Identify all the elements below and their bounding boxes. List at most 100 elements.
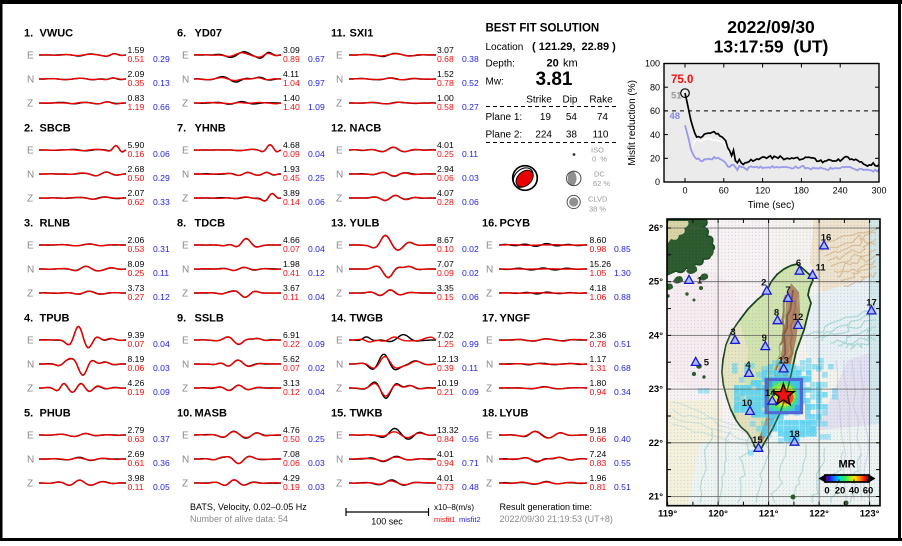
svg-text:60: 60 <box>719 186 729 196</box>
svg-text:240: 240 <box>833 186 848 196</box>
svg-text:8.09: 8.09 <box>128 259 145 269</box>
svg-text:E: E <box>27 51 34 62</box>
svg-text:0.04: 0.04 <box>308 149 325 159</box>
svg-text:0.06: 0.06 <box>283 458 300 468</box>
svg-text:0.07: 0.07 <box>283 244 300 254</box>
svg-text:N: N <box>27 265 34 276</box>
svg-text:40: 40 <box>849 486 860 497</box>
svg-text:0.25: 0.25 <box>308 173 325 183</box>
svg-text:0.37: 0.37 <box>153 434 170 444</box>
svg-text:E: E <box>336 431 343 442</box>
svg-text:15.: 15. <box>331 408 346 420</box>
svg-text:24°: 24° <box>649 330 664 341</box>
svg-text:0.29: 0.29 <box>153 173 170 183</box>
svg-text:54: 54 <box>566 112 578 123</box>
svg-text:17: 17 <box>866 298 877 309</box>
svg-text:0.09: 0.09 <box>462 387 479 397</box>
svg-text:20: 20 <box>547 58 559 70</box>
svg-text:SBCB: SBCB <box>40 123 71 135</box>
svg-text:1.09: 1.09 <box>308 102 325 112</box>
svg-text:7.: 7. <box>177 123 186 135</box>
svg-text:E: E <box>27 431 34 442</box>
svg-text:0.94: 0.94 <box>437 458 454 468</box>
svg-text:ISO: ISO <box>591 146 604 155</box>
svg-text:0.04: 0.04 <box>308 244 325 254</box>
svg-text:PCYB: PCYB <box>500 218 531 230</box>
svg-text:0.52: 0.52 <box>462 78 479 88</box>
svg-text:100 sec: 100 sec <box>371 517 403 527</box>
svg-text:Rake: Rake <box>589 95 613 106</box>
svg-text:Mw:: Mw: <box>486 77 504 88</box>
svg-text:0.89: 0.89 <box>283 54 300 64</box>
svg-text:E: E <box>27 336 34 347</box>
svg-text:Z: Z <box>27 194 33 205</box>
svg-text:1.59: 1.59 <box>128 45 145 55</box>
svg-text:60: 60 <box>863 486 874 497</box>
svg-text:38: 38 <box>566 130 578 141</box>
svg-text:1.04: 1.04 <box>283 78 300 88</box>
svg-text:11: 11 <box>816 263 827 274</box>
svg-text:0.81: 0.81 <box>590 482 607 492</box>
svg-text:PHUB: PHUB <box>40 408 71 420</box>
svg-text:N: N <box>182 455 189 466</box>
svg-text:0.66: 0.66 <box>153 102 170 112</box>
svg-text:1.93: 1.93 <box>283 164 300 174</box>
svg-text:7.08: 7.08 <box>283 449 300 459</box>
svg-text:TWGB: TWGB <box>350 313 384 325</box>
svg-text:119°: 119° <box>658 509 677 520</box>
svg-text:0.19: 0.19 <box>283 482 300 492</box>
svg-text:4.26: 4.26 <box>128 378 145 388</box>
svg-text:0.07: 0.07 <box>283 363 300 373</box>
svg-text:10: 10 <box>742 398 753 409</box>
svg-text:15: 15 <box>752 435 763 446</box>
svg-text:7.02: 7.02 <box>437 330 454 340</box>
svg-text:NACB: NACB <box>350 123 382 135</box>
svg-text:0.71: 0.71 <box>462 458 479 468</box>
svg-text:3.89: 3.89 <box>283 188 300 198</box>
svg-text:0.02: 0.02 <box>308 363 325 373</box>
svg-text:0.36: 0.36 <box>153 458 170 468</box>
svg-text:N: N <box>336 75 343 86</box>
svg-text:Z: Z <box>27 479 33 490</box>
svg-text:0.73: 0.73 <box>437 482 454 492</box>
svg-text:Z: Z <box>336 194 342 205</box>
svg-text:0.85: 0.85 <box>614 244 631 254</box>
svg-text:3.07: 3.07 <box>437 45 454 55</box>
svg-text:0.04: 0.04 <box>308 292 325 302</box>
svg-text:N: N <box>27 170 34 181</box>
svg-text:VWUC: VWUC <box>40 28 74 40</box>
svg-text:Z: Z <box>336 479 342 490</box>
svg-text:1.96: 1.96 <box>590 473 607 483</box>
svg-text:2022/09/30: 2022/09/30 <box>727 17 815 37</box>
svg-text:SSLB: SSLB <box>195 313 224 325</box>
svg-text:0.40: 0.40 <box>614 434 631 444</box>
svg-text:4.66: 4.66 <box>283 235 300 245</box>
svg-text:8: 8 <box>774 307 779 318</box>
svg-text:21°: 21° <box>649 492 664 503</box>
svg-text:0.03: 0.03 <box>462 173 479 183</box>
svg-text:Z: Z <box>486 384 492 395</box>
svg-text:0.94: 0.94 <box>590 387 607 397</box>
svg-text:TDCB: TDCB <box>195 218 226 230</box>
svg-text:180: 180 <box>794 186 809 196</box>
svg-text:E: E <box>336 336 343 347</box>
svg-text:121°: 121° <box>759 509 779 520</box>
svg-text:0.09: 0.09 <box>283 149 300 159</box>
svg-text:0.16: 0.16 <box>128 149 145 159</box>
svg-text:3.35: 3.35 <box>437 283 454 293</box>
svg-text:N: N <box>486 265 493 276</box>
svg-text:0.09: 0.09 <box>153 387 170 397</box>
svg-text:0: 0 <box>655 177 660 187</box>
svg-text:14: 14 <box>765 388 776 399</box>
svg-text:Z: Z <box>182 479 188 490</box>
svg-text:N: N <box>182 75 189 86</box>
svg-text:14.: 14. <box>331 313 346 325</box>
svg-text:110: 110 <box>593 130 609 141</box>
svg-text:2.79: 2.79 <box>128 425 145 435</box>
svg-text:8.60: 8.60 <box>590 235 607 245</box>
svg-text:80: 80 <box>650 82 660 92</box>
svg-text:4.01: 4.01 <box>437 473 454 483</box>
svg-text:8.67: 8.67 <box>437 235 454 245</box>
svg-text:0.25: 0.25 <box>308 434 325 444</box>
svg-text:0.15: 0.15 <box>437 292 454 302</box>
